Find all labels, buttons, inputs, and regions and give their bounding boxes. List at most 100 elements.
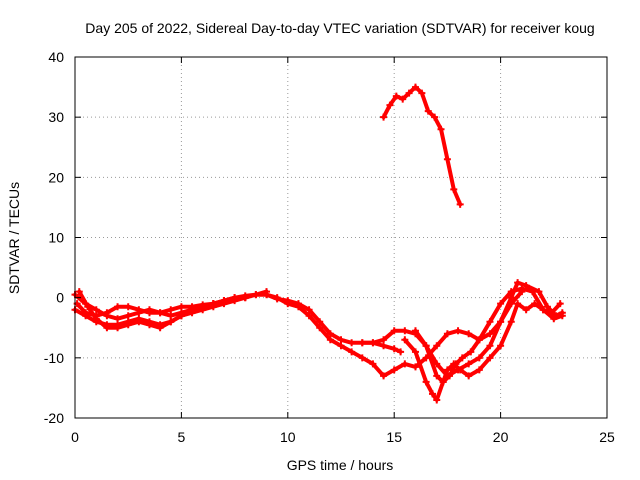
- gridlines: [75, 57, 607, 418]
- data-point: [380, 336, 388, 344]
- data-point: [465, 360, 473, 368]
- data-point: [337, 336, 345, 344]
- data-point: [552, 312, 560, 320]
- data-point: [188, 309, 196, 317]
- data-point: [380, 372, 388, 380]
- data-point: [167, 306, 175, 314]
- data-point: [316, 324, 324, 332]
- data-point: [422, 342, 430, 350]
- data-point: [252, 291, 260, 299]
- data-point: [433, 360, 441, 368]
- data-point: [92, 315, 100, 323]
- data-point: [390, 327, 398, 335]
- data-point: [433, 396, 441, 404]
- data-point: [454, 327, 462, 335]
- data-point: [543, 303, 551, 311]
- data-point: [422, 378, 430, 386]
- y-axis-label: SDTVAR / TECUs: [6, 182, 22, 294]
- data-point: [103, 312, 111, 320]
- data-point: [241, 294, 249, 302]
- data-point: [326, 330, 334, 338]
- data-point: [443, 366, 451, 374]
- series-line: [413, 280, 565, 378]
- x-axis-label: GPS time / hours: [287, 457, 394, 473]
- data-point: [399, 95, 407, 103]
- data-point: [156, 324, 164, 332]
- data-point: [92, 306, 100, 314]
- data-point: [467, 348, 475, 356]
- data-point: [458, 354, 466, 362]
- data-point: [124, 312, 132, 320]
- data-point: [411, 83, 419, 91]
- y-tick-label: -10: [44, 350, 64, 366]
- series-track-9: [380, 83, 464, 208]
- data-point: [411, 348, 419, 356]
- data-point: [316, 318, 324, 326]
- chart-title: Day 205 of 2022, Sidereal Day-to-day VTE…: [85, 20, 594, 36]
- data-point: [411, 327, 419, 335]
- data-point: [167, 312, 175, 320]
- data-point: [397, 348, 405, 356]
- data-point: [475, 354, 483, 362]
- data-point: [358, 339, 366, 347]
- data-point: [337, 342, 345, 350]
- x-tick-label: 15: [386, 429, 402, 445]
- data-point: [497, 300, 505, 308]
- data-point: [418, 89, 426, 97]
- data-point: [305, 306, 313, 314]
- data-point: [401, 360, 409, 368]
- y-tick-label: 40: [48, 49, 64, 65]
- data-point: [401, 336, 409, 344]
- y-tick-label: 0: [56, 290, 64, 306]
- data-point: [209, 303, 217, 311]
- data-point: [401, 327, 409, 335]
- x-tick-label: 5: [178, 429, 186, 445]
- data-point: [358, 354, 366, 362]
- data-point: [135, 309, 143, 317]
- x-tick-label: 20: [493, 429, 509, 445]
- data-point: [124, 303, 132, 311]
- data-point: [177, 303, 185, 311]
- series-line: [381, 85, 463, 207]
- data-point: [103, 324, 111, 332]
- data-point: [177, 312, 185, 320]
- data-point: [456, 200, 464, 208]
- data-point: [522, 306, 530, 314]
- data-point: [514, 279, 522, 287]
- data-point: [518, 285, 526, 293]
- data-point: [369, 339, 377, 347]
- data-point: [390, 345, 398, 353]
- data-point: [454, 366, 462, 374]
- data-point: [522, 282, 530, 290]
- data-point: [114, 315, 122, 323]
- series-line: [360, 286, 565, 384]
- series-track-8: [411, 279, 566, 380]
- series-track-2: [71, 291, 249, 323]
- data-point: [486, 318, 494, 326]
- data-point: [411, 363, 419, 371]
- data-point: [465, 330, 473, 338]
- data-point: [558, 309, 566, 317]
- data-point: [531, 300, 539, 308]
- y-tick-label: -20: [44, 410, 64, 426]
- data-point: [433, 342, 441, 350]
- data-point: [369, 360, 377, 368]
- data-point: [386, 101, 394, 109]
- data-point: [380, 342, 388, 350]
- data-point: [114, 324, 122, 332]
- data-point: [486, 330, 494, 338]
- data-point: [507, 294, 515, 302]
- y-tick-label: 30: [48, 109, 64, 125]
- data-point: [263, 291, 271, 299]
- data-point: [443, 372, 451, 380]
- data-point: [429, 390, 437, 398]
- series-track-7: [401, 300, 564, 404]
- x-tick-label: 25: [599, 429, 615, 445]
- data-point: [514, 300, 522, 308]
- data-point: [284, 300, 292, 308]
- data-point: [84, 303, 92, 311]
- data-point: [486, 354, 494, 362]
- data-point: [220, 300, 228, 308]
- data-point: [390, 366, 398, 374]
